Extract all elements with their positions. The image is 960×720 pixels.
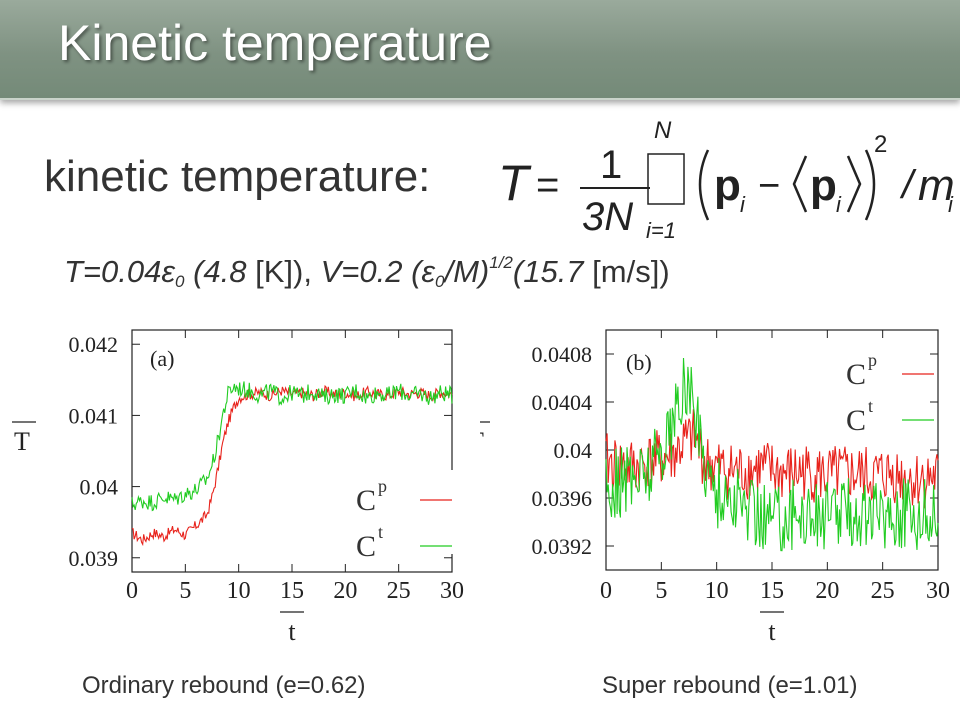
formula-power: 2: [874, 131, 887, 158]
x-tick-label: 30: [926, 578, 950, 604]
legend-background: [328, 470, 456, 554]
formula-mass-index: i: [948, 192, 954, 217]
legend-label-sup: p: [378, 476, 387, 496]
y-tick-label: 0.0396: [532, 486, 593, 511]
y-axis-label: T: [480, 427, 484, 456]
x-tick-label: 15: [760, 578, 784, 604]
panel-label: (a): [150, 346, 174, 371]
y-tick-label: 0.042: [69, 332, 119, 357]
formula-angle-left: [792, 155, 808, 213]
y-tick-label: 0.0392: [532, 534, 593, 559]
x-tick-label: 5: [179, 578, 191, 604]
formula-p2: p: [810, 161, 837, 210]
formula-lhs: T: [498, 155, 532, 211]
formula-sum-symbol: [647, 153, 685, 205]
x-tick-label: 0: [600, 578, 612, 604]
kinetic-temperature-label: kinetic temperature:: [44, 152, 431, 201]
x-axis-label: t: [288, 617, 296, 646]
slide-title: Kinetic temperature: [58, 15, 492, 71]
legend-label: C: [356, 530, 376, 563]
x-tick-label: 25: [871, 578, 895, 604]
formula-p1: p: [714, 161, 741, 210]
formula-minus: −: [758, 165, 780, 207]
x-tick-label: 20: [815, 578, 839, 604]
x-axis-label: t: [768, 617, 776, 646]
formula-divide: /: [899, 163, 917, 207]
series-line-Ct: [605, 357, 939, 552]
param-v-sup: 1/2: [489, 253, 513, 272]
param-v-speed-value: (15.7: [512, 254, 584, 289]
caption-super-rebound: Super rebound (e=1.01): [602, 672, 858, 699]
y-tick-label: 0.04: [554, 438, 593, 463]
formula-paren-left: [698, 149, 710, 221]
formula-angle-right: [846, 155, 862, 213]
formula-mass: m: [918, 161, 955, 210]
param-t-sub: 0: [175, 272, 185, 291]
kinetic-temperature-formula: T = 1 3N N i=1 p i − p i 2 / m i: [498, 117, 955, 243]
legend-label-sup: t: [378, 522, 383, 542]
formula-sum-lower: i=1: [646, 218, 676, 243]
x-tick-label: 5: [655, 578, 667, 604]
series-line-Cp: [605, 409, 939, 509]
panel-label: (b): [626, 350, 652, 375]
x-tick-label: 30: [440, 578, 464, 604]
y-axis-label: T: [14, 427, 30, 456]
x-tick-label: 10: [227, 578, 251, 604]
legend-label: C: [846, 404, 866, 437]
formula-index-2: i: [836, 192, 842, 217]
param-v-speed-unit: [m/s]): [583, 254, 670, 289]
x-tick-label: 15: [280, 578, 304, 604]
formula-denominator: 3N: [582, 195, 633, 239]
param-v-mid: /M): [444, 254, 490, 289]
param-t-kelvin-value: (4.8: [184, 254, 247, 289]
formula-sum-upper: N: [654, 117, 672, 144]
y-tick-label: 0.0404: [532, 390, 593, 415]
legend-label-sup: p: [868, 350, 877, 370]
series-line-Cp: [131, 384, 453, 547]
formula-numerator: 1: [600, 143, 622, 187]
x-tick-label: 0: [126, 578, 138, 604]
param-v-prefix: V=0.2 (ε: [320, 254, 436, 289]
y-tick-label: 0.041: [69, 403, 119, 428]
y-tick-label: 0.0408: [532, 342, 593, 367]
legend-label: C: [356, 484, 376, 517]
simulation-parameters: T=0.04ε0 (4.8 [K]), V=0.2 (ε0/M)1/2(15.7…: [64, 253, 670, 292]
title-bar: Kinetic temperature: [0, 0, 960, 100]
chart-super-rebound: 0.0392 0.0396 0.04 0.0404 0.0408 0 5 10 15 20 25 30…: [480, 329, 950, 646]
legend-label-sup: t: [868, 396, 873, 416]
y-tick-label: 0.04: [80, 475, 119, 500]
legend-label: C: [846, 358, 866, 391]
formula-paren-right: [864, 149, 876, 221]
param-v-sub: 0: [435, 272, 445, 291]
formula-equals: =: [536, 163, 559, 207]
formula-index-1: i: [740, 192, 746, 217]
x-tick-label: 20: [333, 578, 357, 604]
series-line-Ct: [131, 381, 453, 512]
x-tick-label: 25: [387, 578, 411, 604]
x-tick-label: 10: [705, 578, 729, 604]
param-t-prefix: T=0.04ε: [64, 254, 175, 289]
y-tick-label: 0.039: [69, 546, 119, 571]
param-t-kelvin-unit: [K]),: [246, 254, 321, 289]
caption-ordinary-rebound: Ordinary rebound (e=0.62): [82, 672, 366, 699]
